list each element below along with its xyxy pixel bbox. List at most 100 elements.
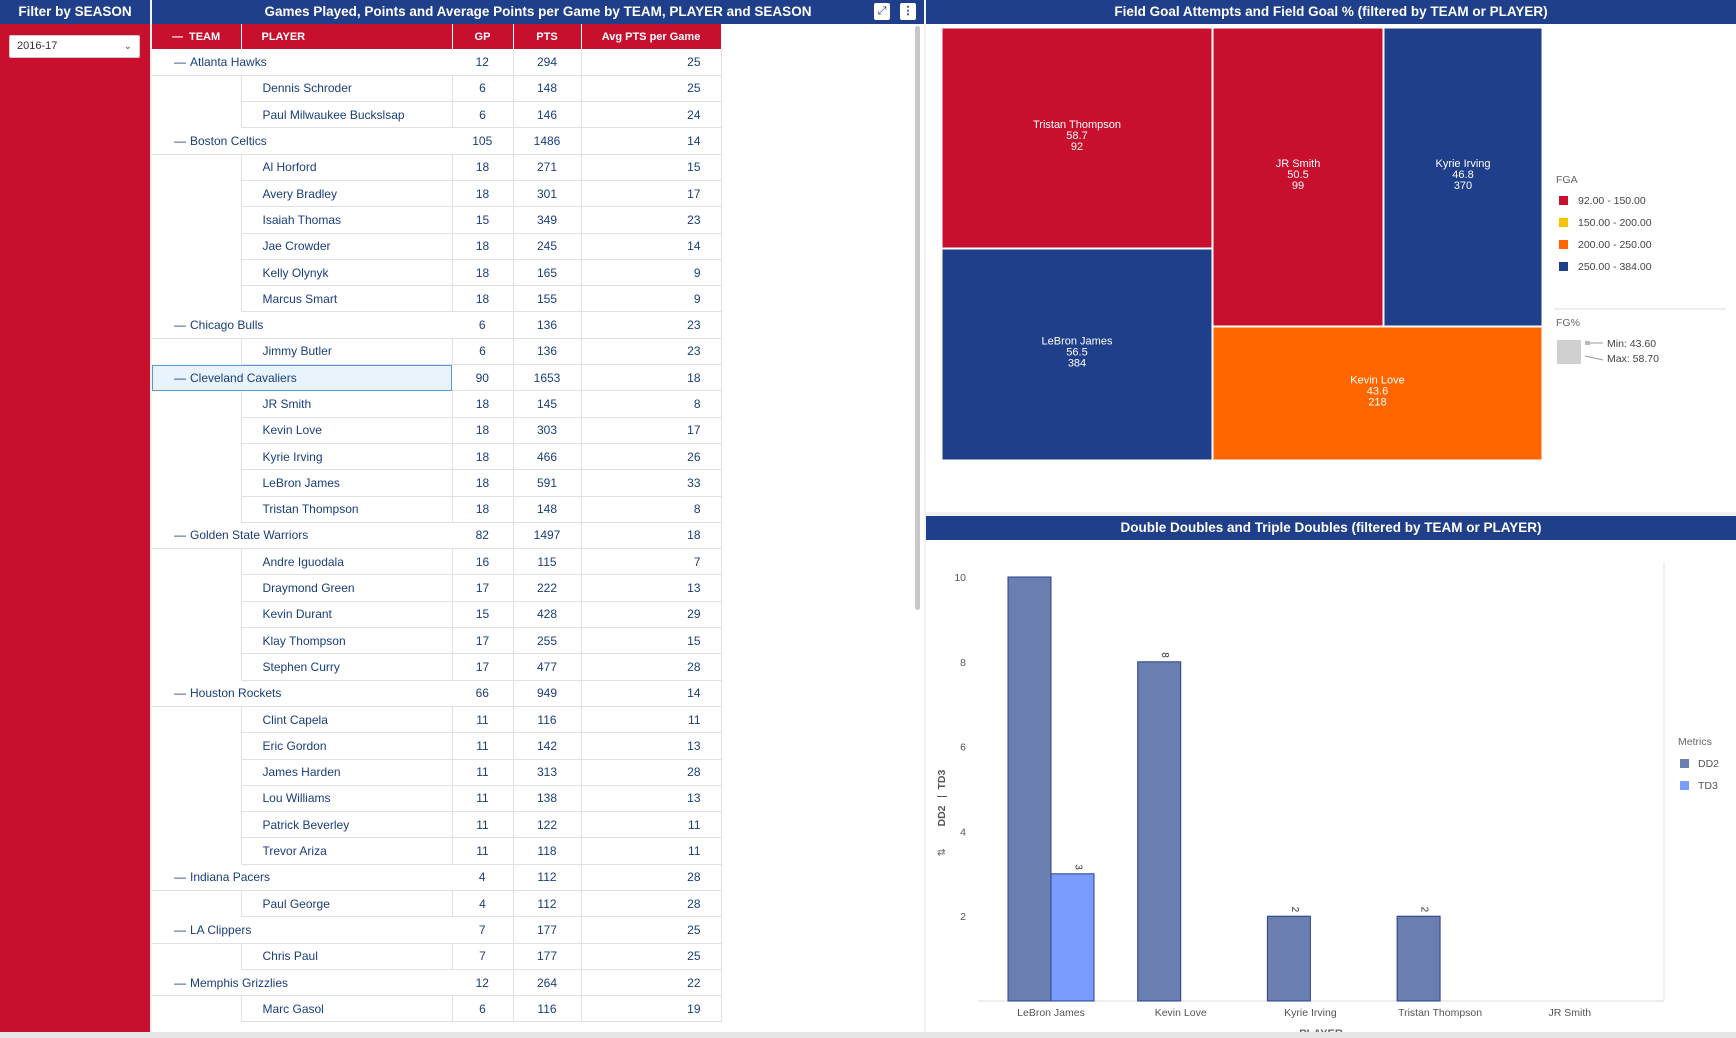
bar-td3[interactable] — [1050, 873, 1095, 1002]
player-row[interactable]: Klay Thompson 17 255 15 — [152, 627, 722, 655]
player-row[interactable]: Stephen Curry 17 477 28 — [152, 653, 722, 681]
player-name[interactable]: James Harden — [241, 759, 453, 786]
player-row[interactable]: Jae Crowder 18 245 14 — [152, 233, 722, 260]
team-row[interactable]: — Chicago Bulls 6 136 23 — [152, 311, 722, 339]
player-name[interactable]: Isaiah Thomas — [241, 206, 453, 234]
player-row[interactable]: Marc Gasol 6 116 19 — [152, 995, 722, 1023]
bar-dd2[interactable] — [1266, 915, 1311, 1002]
player-name[interactable]: JR Smith — [241, 390, 453, 418]
team-name-cell[interactable]: — Golden State Warriors — [152, 522, 452, 550]
collapse-icon[interactable]: — — [174, 922, 186, 937]
player-row[interactable]: Tristan Thompson 18 148 8 — [152, 496, 722, 523]
team-row[interactable]: — Houston Rockets 66 949 14 — [152, 680, 722, 707]
collapse-icon[interactable]: — — [174, 370, 186, 385]
team-name-cell[interactable]: — Boston Celtics — [152, 127, 452, 155]
team-row[interactable]: — Boston Celtics 105 1486 14 — [152, 127, 722, 155]
player-name[interactable]: Jimmy Butler — [241, 338, 453, 366]
player-row[interactable]: JR Smith 18 145 8 — [152, 390, 722, 418]
player-row[interactable]: Andre Iguodala 16 115 7 — [152, 548, 722, 576]
player-name[interactable]: Kevin Durant — [241, 601, 453, 629]
player-name[interactable]: Dennis Schroder — [241, 75, 453, 103]
more-options-icon[interactable]: ⋮ — [900, 3, 916, 20]
player-row[interactable]: Paul George 4 112 28 — [152, 890, 722, 918]
bar-dd2[interactable] — [1007, 576, 1052, 1002]
player-name[interactable]: Patrick Beverley — [241, 811, 453, 839]
sort-icon[interactable]: ⇅ — [937, 848, 948, 856]
collapse-icon[interactable]: — — [174, 528, 186, 543]
player-row[interactable]: Kevin Love 18 303 17 — [152, 417, 722, 444]
player-name[interactable]: Eric Gordon — [241, 732, 453, 760]
table-scrollbar[interactable] — [915, 26, 920, 610]
player-row[interactable]: James Harden 11 313 28 — [152, 759, 722, 786]
legend-fga-item[interactable]: 150.00 - 200.00 — [1559, 217, 1652, 229]
team-name-cell[interactable]: — Cleveland Cavaliers — [152, 364, 452, 392]
player-row[interactable]: Marcus Smart 18 155 9 — [152, 285, 722, 313]
team-row[interactable]: — Golden State Warriors 82 1497 18 — [152, 522, 722, 550]
player-row[interactable]: Eric Gordon 11 142 13 — [152, 732, 722, 760]
team-name-cell[interactable]: — Houston Rockets — [152, 680, 452, 707]
collapse-icon[interactable]: — — [174, 975, 186, 990]
player-row[interactable]: Kevin Durant 15 428 29 — [152, 601, 722, 629]
legend-item-td3[interactable]: TD3 — [1680, 780, 1718, 792]
player-row[interactable]: Paul Milwaukee Buckslsap 6 146 24 — [152, 101, 722, 129]
column-header-pts[interactable]: PTS — [513, 24, 582, 49]
player-row[interactable]: Lou Williams 11 138 13 — [152, 785, 722, 813]
player-name[interactable]: Al Horford — [241, 154, 453, 181]
player-row[interactable]: Avery Bradley 18 301 17 — [152, 180, 722, 208]
player-name[interactable]: Avery Bradley — [241, 180, 453, 208]
collapse-icon[interactable]: — — [174, 686, 186, 701]
player-row[interactable]: LeBron James 18 591 33 — [152, 469, 722, 497]
player-name[interactable]: Paul George — [241, 890, 453, 918]
collapse-icon[interactable]: — — [174, 134, 186, 149]
team-row[interactable]: — Memphis Grizzlies 12 264 22 — [152, 969, 722, 997]
player-row[interactable]: Dennis Schroder 6 148 25 — [152, 75, 722, 103]
player-row[interactable]: Patrick Beverley 11 122 11 — [152, 811, 722, 839]
player-name[interactable]: Kelly Olynyk — [241, 259, 453, 287]
team-row[interactable]: — Atlanta Hawks 12 294 25 — [152, 49, 722, 76]
player-name[interactable]: Chris Paul — [241, 943, 453, 970]
player-name[interactable]: Trevor Ariza — [241, 837, 453, 865]
player-row[interactable]: Isaiah Thomas 15 349 23 — [152, 206, 722, 234]
bar-dd2[interactable] — [1137, 661, 1182, 1002]
player-name[interactable]: Marc Gasol — [241, 995, 453, 1023]
player-row[interactable]: Jimmy Butler 6 136 23 — [152, 338, 722, 366]
player-row[interactable]: Clint Capela 11 116 11 — [152, 706, 722, 734]
player-row[interactable]: Al Horford 18 271 15 — [152, 154, 722, 181]
collapse-all-icon[interactable]: — — [172, 30, 183, 43]
column-header-gp[interactable]: GP — [452, 24, 514, 49]
bar-dd2[interactable] — [1396, 915, 1441, 1002]
legend-item-dd2[interactable]: DD2 — [1680, 758, 1719, 770]
player-name[interactable]: Paul Milwaukee Buckslsap — [241, 101, 453, 129]
team-name-cell[interactable]: — Indiana Pacers — [152, 864, 452, 892]
player-name[interactable]: Tristan Thompson — [241, 496, 453, 523]
team-row[interactable]: — Cleveland Cavaliers 90 1653 18 — [152, 364, 722, 392]
player-name[interactable]: Stephen Curry — [241, 653, 453, 681]
team-name-cell[interactable]: — Chicago Bulls — [152, 311, 452, 339]
player-row[interactable]: Chris Paul 7 177 25 — [152, 943, 722, 970]
player-name[interactable]: LeBron James — [241, 469, 453, 497]
player-name[interactable]: Kyrie Irving — [241, 443, 453, 471]
team-row[interactable]: — LA Clippers 7 177 25 — [152, 916, 722, 944]
collapse-icon[interactable]: — — [174, 54, 186, 69]
season-select[interactable]: 2016-17 ⌄ — [9, 35, 140, 58]
collapse-icon[interactable]: — — [174, 318, 186, 333]
expand-icon[interactable]: ⤢ — [874, 3, 890, 20]
legend-fga-item[interactable]: 92.00 - 150.00 — [1559, 195, 1646, 207]
team-name-cell[interactable]: — LA Clippers — [152, 916, 452, 944]
player-name[interactable]: Draymond Green — [241, 574, 453, 602]
column-header-team[interactable]: — TEAM — [152, 24, 242, 49]
collapse-icon[interactable]: — — [174, 870, 186, 885]
team-name-cell[interactable]: — Atlanta Hawks — [152, 49, 452, 76]
player-name[interactable]: Marcus Smart — [241, 285, 453, 313]
player-name[interactable]: Jae Crowder — [241, 233, 453, 260]
legend-fga-item[interactable]: 200.00 - 250.00 — [1559, 239, 1652, 251]
player-name[interactable]: Kevin Love — [241, 417, 453, 444]
player-name[interactable]: Lou Williams — [241, 785, 453, 813]
team-row[interactable]: — Indiana Pacers 4 112 28 — [152, 864, 722, 892]
player-name[interactable]: Andre Iguodala — [241, 548, 453, 576]
